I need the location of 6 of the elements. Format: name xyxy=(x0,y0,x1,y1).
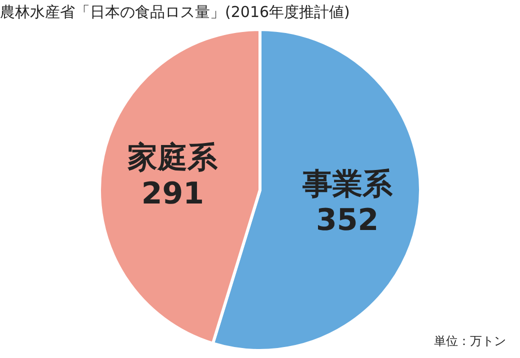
slice-label: 事業系 xyxy=(301,166,394,202)
data-label: 291 xyxy=(141,176,204,212)
slice-label: 家庭系 xyxy=(128,140,219,176)
text: 単位：万トン xyxy=(434,333,506,350)
chart-title: 農林水産省「日本の食品ロス量」(2016年度推計値) xyxy=(0,2,350,21)
data-label: 352 xyxy=(316,202,379,238)
